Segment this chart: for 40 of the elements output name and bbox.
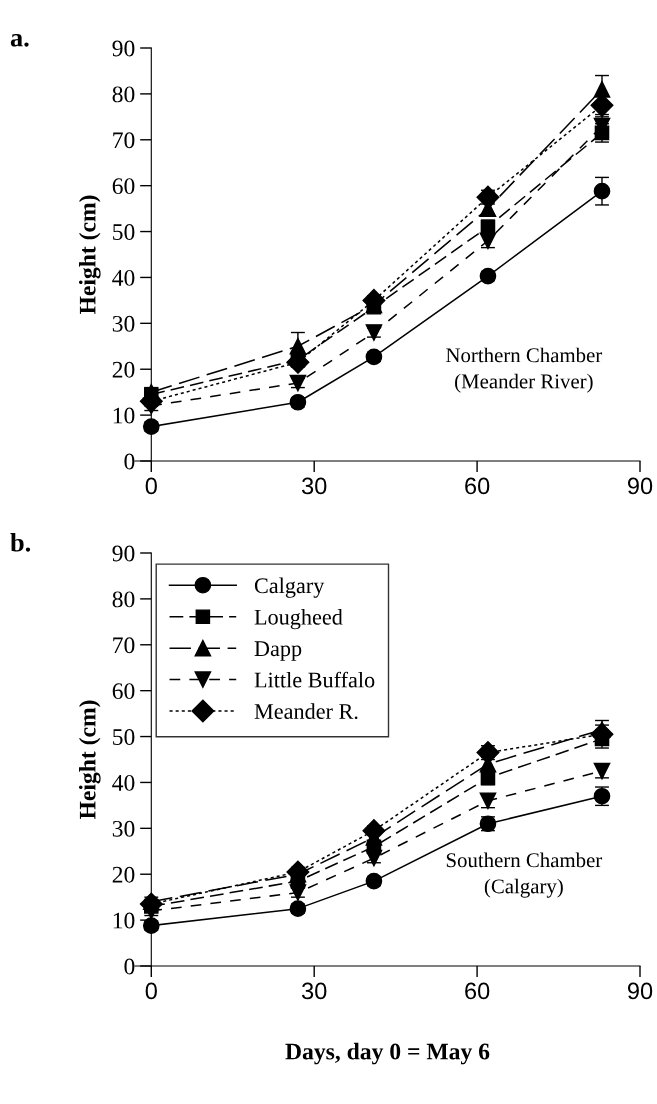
y-tick-label: 80 [112,591,135,608]
legend-label: Little Buffalo [254,671,375,688]
y-tick-label: 50 [113,224,135,240]
x-tick-label: 0 [145,477,157,495]
x-tick-label: 60 [465,477,490,495]
x-tick-label: 30 [301,477,327,495]
x-tick-label: 60 [465,982,490,1000]
y-tick-label: 80 [112,86,135,103]
y-tick-label: 20 [112,361,135,378]
x-tick-label: 90 [627,477,653,495]
y-tick-label: 40 [112,269,135,286]
chart-title: b. [10,533,31,552]
y-tick-label: 20 [112,866,135,883]
legend-label: Calgary [254,577,325,598]
y-axis-title: Height (cm) [79,195,101,315]
x-axis-title: Days, day 0 = May 6 [285,1042,490,1065]
y-tick-label: 30 [112,315,135,332]
y-tick-label: 0 [124,958,135,975]
y-tick-label: 0 [124,453,135,470]
y-tick-label: 30 [112,820,135,837]
legend-label: Meander R. [254,703,358,720]
y-tick-label: 40 [112,774,135,791]
x-tick-label: 0 [145,982,157,1000]
y-tick-label: 90 [112,40,135,57]
x-tick-label: 30 [301,982,327,1000]
y-axis-title: Height (cm) [79,700,101,820]
legend-label: Dapp [254,641,302,661]
x-tick-label: 90 [627,982,653,1000]
annotation: Southern Chamber (Calgary) [446,852,603,898]
y-tick-label: 90 [112,545,135,562]
y-tick-label: 60 [112,683,135,700]
annotation: Northern Chamber (Meander River) [446,347,603,393]
legend-label: Lougheed [254,609,343,630]
y-tick-label: 10 [113,912,135,929]
y-tick-label: 50 [113,729,135,745]
chart-title: a. [10,33,29,47]
y-tick-label: 70 [113,637,135,654]
y-tick-label: 60 [112,178,135,195]
y-tick-label: 70 [113,132,135,149]
y-tick-label: 10 [113,407,135,424]
